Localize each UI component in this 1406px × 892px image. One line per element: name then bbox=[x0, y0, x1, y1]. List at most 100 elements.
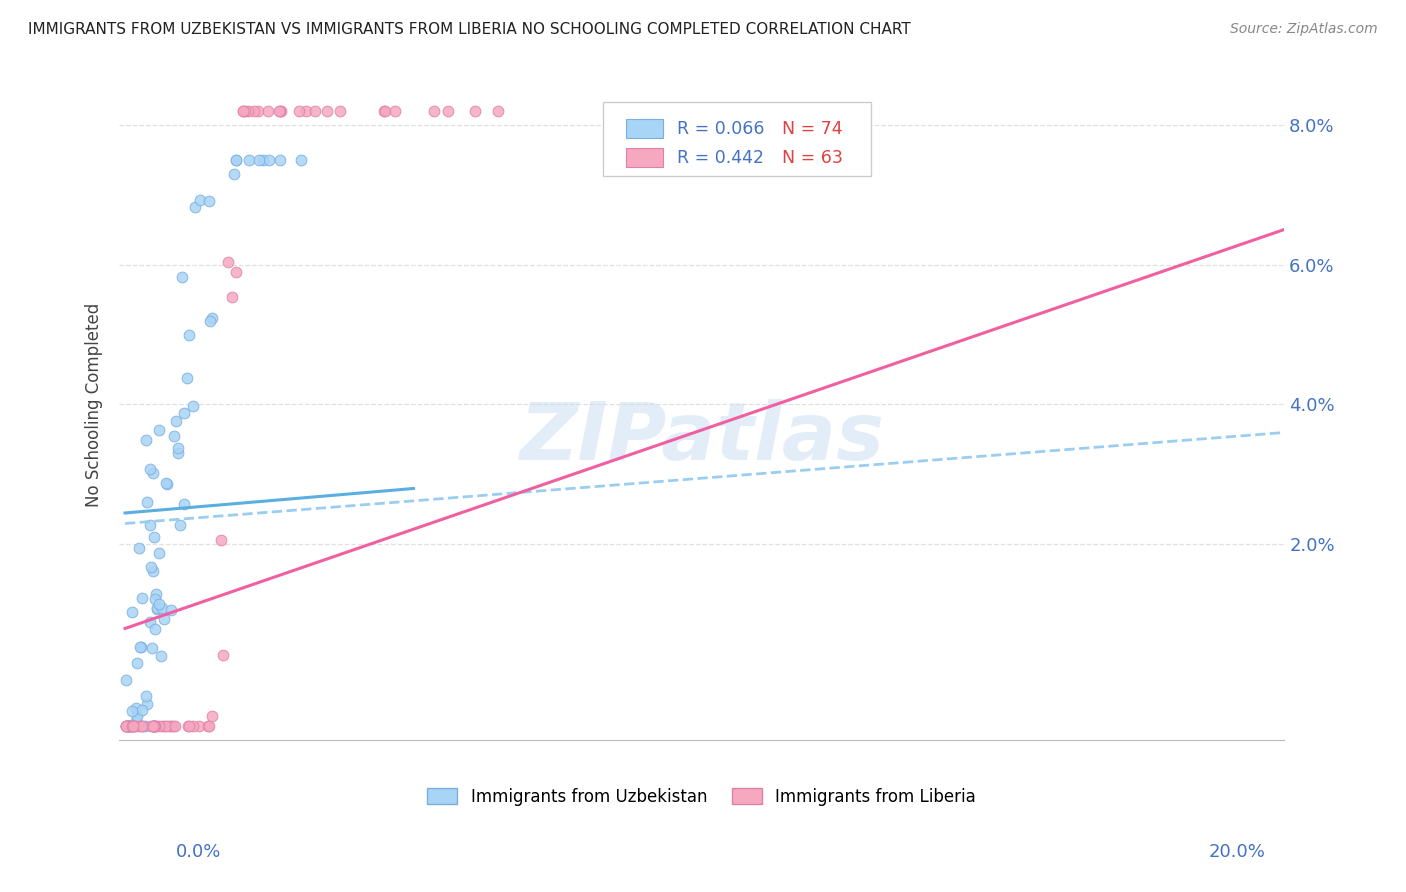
Point bbox=[270, 103, 292, 118]
Point bbox=[316, 103, 339, 118]
Point bbox=[117, 719, 139, 733]
Point bbox=[257, 153, 280, 167]
Point bbox=[127, 708, 149, 723]
Text: 0.0%: 0.0% bbox=[176, 843, 221, 861]
Point bbox=[117, 719, 139, 733]
Point bbox=[221, 290, 243, 304]
Point bbox=[157, 719, 180, 733]
Point bbox=[155, 475, 177, 490]
Point bbox=[118, 719, 141, 733]
Point bbox=[117, 719, 139, 733]
Point bbox=[233, 103, 256, 118]
Point bbox=[135, 433, 157, 447]
Point bbox=[238, 103, 260, 118]
Point bbox=[143, 719, 166, 733]
Point bbox=[269, 153, 291, 167]
Point bbox=[160, 603, 183, 617]
Bar bbox=[626, 148, 664, 167]
Point bbox=[437, 103, 460, 118]
Point bbox=[374, 103, 396, 118]
Point bbox=[162, 719, 184, 733]
Point bbox=[141, 640, 163, 655]
Point bbox=[232, 103, 254, 118]
Point bbox=[136, 495, 159, 509]
Point bbox=[143, 719, 166, 733]
Point bbox=[142, 467, 165, 481]
Point bbox=[142, 719, 165, 733]
Point bbox=[122, 719, 145, 733]
Point bbox=[173, 497, 195, 511]
Point bbox=[134, 719, 156, 733]
Point bbox=[170, 270, 193, 285]
Point bbox=[149, 648, 172, 663]
Point bbox=[163, 429, 186, 443]
Point bbox=[198, 194, 221, 208]
Point bbox=[201, 708, 224, 723]
Point bbox=[143, 719, 166, 733]
Point bbox=[143, 719, 166, 733]
Point bbox=[139, 719, 162, 733]
Point bbox=[148, 597, 170, 611]
Point bbox=[143, 623, 166, 637]
Point bbox=[177, 327, 200, 342]
Text: IMMIGRANTS FROM UZBEKISTAN VS IMMIGRANTS FROM LIBERIA NO SCHOOLING COMPLETED COR: IMMIGRANTS FROM UZBEKISTAN VS IMMIGRANTS… bbox=[28, 22, 911, 37]
Point bbox=[209, 533, 232, 547]
Point bbox=[142, 719, 165, 733]
Point bbox=[145, 719, 167, 733]
Point bbox=[184, 200, 207, 214]
Point bbox=[146, 601, 169, 615]
Point bbox=[246, 103, 269, 118]
Point bbox=[115, 673, 138, 687]
Point bbox=[243, 103, 266, 118]
Point bbox=[198, 314, 221, 328]
Point bbox=[139, 560, 162, 574]
Text: ZIPatlas: ZIPatlas bbox=[519, 399, 884, 477]
Point bbox=[129, 640, 152, 655]
Point bbox=[121, 605, 143, 619]
Text: R = 0.066: R = 0.066 bbox=[678, 120, 765, 137]
Point bbox=[304, 103, 326, 118]
Point bbox=[211, 648, 233, 662]
Point bbox=[225, 265, 247, 279]
Point bbox=[177, 719, 200, 733]
Point bbox=[121, 719, 143, 733]
Point bbox=[423, 103, 446, 118]
Point bbox=[169, 518, 191, 533]
Point bbox=[117, 719, 139, 733]
Point bbox=[148, 423, 170, 437]
Point bbox=[201, 311, 224, 326]
Point bbox=[139, 517, 162, 532]
Point bbox=[224, 167, 246, 181]
Point bbox=[294, 103, 316, 118]
Point bbox=[142, 719, 165, 733]
Point bbox=[138, 461, 160, 475]
Point bbox=[177, 719, 200, 733]
Point bbox=[252, 153, 274, 167]
Point bbox=[155, 719, 177, 733]
Point bbox=[150, 601, 173, 615]
Point bbox=[163, 719, 186, 733]
Point bbox=[225, 153, 247, 167]
Point bbox=[120, 719, 142, 733]
Text: R = 0.442: R = 0.442 bbox=[678, 149, 765, 167]
Point bbox=[167, 441, 190, 455]
Point bbox=[146, 600, 169, 615]
Point bbox=[290, 153, 312, 167]
Point bbox=[139, 615, 162, 629]
Point bbox=[384, 103, 406, 118]
Point bbox=[150, 719, 173, 733]
Point bbox=[156, 477, 179, 491]
Point bbox=[148, 719, 170, 733]
Point bbox=[329, 103, 352, 118]
Point bbox=[135, 689, 157, 703]
Point bbox=[173, 406, 195, 420]
Point bbox=[217, 255, 239, 269]
Point bbox=[165, 414, 187, 428]
Point bbox=[125, 719, 148, 733]
Point bbox=[187, 719, 209, 733]
Point bbox=[153, 611, 176, 625]
FancyBboxPatch shape bbox=[603, 102, 870, 176]
Point bbox=[115, 719, 138, 733]
Point bbox=[129, 640, 152, 654]
Point bbox=[129, 719, 152, 733]
